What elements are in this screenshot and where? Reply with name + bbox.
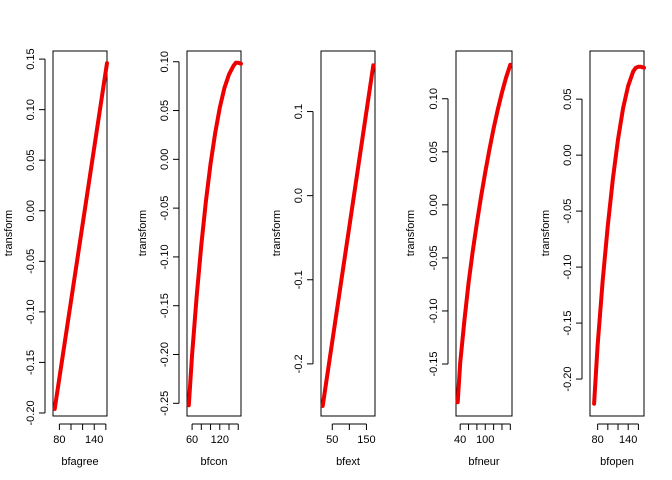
y-tick-label: -0.10 (25, 299, 37, 324)
x-tick-label: 80 (53, 434, 65, 446)
series-line (52, 61, 109, 411)
x-tick-label: 60 (186, 434, 198, 446)
x-tick-label: 40 (454, 434, 466, 446)
y-tick-label: 0.00 (428, 194, 440, 215)
y-tick-label: 0.05 (25, 149, 37, 170)
series-line (455, 62, 513, 405)
y-tick-label: 0.00 (25, 200, 37, 221)
x-tick-label: 80 (592, 434, 604, 446)
y-tick-label: -0.10 (562, 255, 574, 280)
x-axis-label: bfneur (468, 456, 500, 468)
panel-bfagree: 80 140 -0.20 -0.15 -0.10 -0.05 0.00 0.05 0.10 0.… (3, 48, 109, 468)
y-axis-label: transform (3, 210, 15, 256)
y-axis-label: transform (540, 210, 552, 256)
y-axis-label: transform (137, 210, 149, 256)
y-tick-label: -0.05 (159, 196, 171, 221)
series-line (592, 64, 646, 406)
y-tick-label: -0.20 (25, 400, 37, 425)
panel-bfcon: 60 120 -0.25 -0.20 -0.15 -0.10 -0.05 0.00 0.05 0… (137, 50, 243, 468)
y-tick-label: 0.05 (159, 100, 171, 121)
y-tick-label: 0.00 (562, 144, 574, 165)
y-tick-label: -0.05 (562, 199, 574, 224)
x-axis-label: bfagree (61, 456, 98, 468)
x-tick-label: 140 (619, 434, 637, 446)
y-tick-label: 0.10 (428, 88, 440, 109)
y-tick-label: -0.10 (159, 244, 171, 269)
y-tick-label: -0.20 (562, 367, 574, 392)
plot-frame (320, 50, 376, 417)
x-tick-label: 100 (476, 434, 494, 446)
y-tick-label: -0.1 (293, 270, 305, 289)
y-tick-label: 0.10 (25, 99, 37, 120)
y-tick-label: -0.15 (25, 350, 37, 375)
x-axis-label: bfext (336, 456, 360, 468)
panel-bfopen: 80 140 -0.20 -0.15 -0.10 -0.05 0.00 0.05 bfope… (540, 50, 646, 468)
y-tick-label: 0.05 (562, 88, 574, 109)
plot-frame (455, 50, 513, 417)
x-tick-label: 50 (326, 434, 338, 446)
plot-frame (186, 50, 242, 417)
y-tick-label: 0.0 (293, 188, 305, 203)
y-tick-label: -0.05 (428, 245, 440, 270)
series-line (186, 60, 243, 408)
y-axis-label: transform (405, 210, 417, 256)
y-tick-label: -0.15 (159, 293, 171, 318)
x-tick-label: 140 (85, 434, 103, 446)
panel-bfneur: 40 100 -0.15 -0.10 -0.05 0.00 0.05 0.10 bfneur… (405, 50, 513, 468)
y-tick-label: -0.25 (159, 391, 171, 416)
y-tick-label: -0.05 (25, 249, 37, 274)
y-tick-label: 0.00 (159, 149, 171, 170)
y-tick-label: 0.05 (428, 141, 440, 162)
y-tick-label: -0.15 (562, 311, 574, 336)
y-tick-label: -0.10 (428, 298, 440, 323)
y-tick-label: 0.15 (25, 48, 37, 69)
x-axis-label: bfcon (201, 456, 228, 468)
x-tick-label: 150 (357, 434, 375, 446)
y-tick-label: -0.15 (428, 351, 440, 376)
plot-frame (52, 50, 108, 417)
series-line (320, 63, 376, 408)
y-tick-label: 0.1 (293, 104, 305, 119)
x-axis-label: bfopen (600, 456, 634, 468)
y-tick-label: 0.10 (159, 51, 171, 72)
y-tick-label: -0.2 (293, 354, 305, 373)
y-tick-label: -0.20 (159, 342, 171, 367)
x-tick-label: 120 (211, 434, 229, 446)
y-axis-label: transform (271, 210, 283, 256)
plot-frame (589, 50, 645, 417)
panel-bfext: 50 150 -0.2 -0.1 0.0 0.1 bfext transform (271, 50, 376, 468)
